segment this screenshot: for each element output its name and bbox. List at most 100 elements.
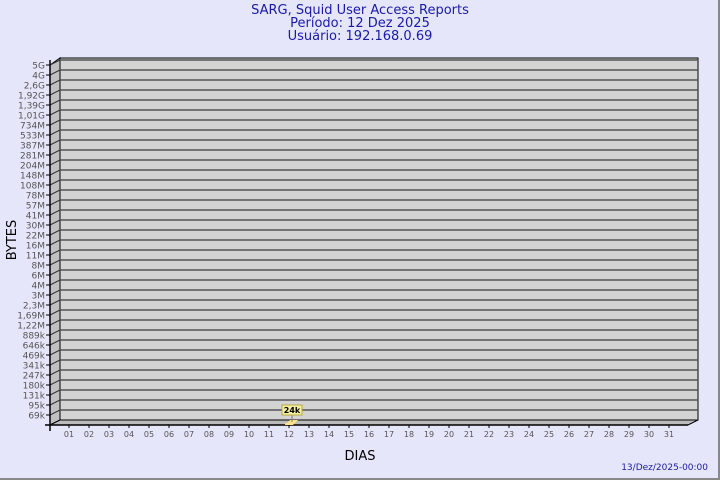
x-tick-label: 13 bbox=[304, 430, 314, 439]
x-tick-label: 15 bbox=[344, 430, 354, 439]
y-tick-label: 131k bbox=[23, 392, 46, 402]
y-tick-label: 734M bbox=[20, 122, 45, 132]
grid-diagonal bbox=[49, 99, 61, 106]
grid-diagonal bbox=[49, 399, 61, 406]
bar-face bbox=[285, 423, 293, 425]
chart-user: Usuário: 192.168.0.69 bbox=[287, 29, 433, 44]
grid-diagonal bbox=[49, 219, 61, 226]
y-tick-label: 247k bbox=[23, 372, 46, 382]
grid-diagonal bbox=[49, 259, 61, 266]
grid-diagonal bbox=[49, 349, 61, 356]
y-tick-label: 95k bbox=[28, 402, 45, 412]
y-tick-label: 41M bbox=[26, 212, 45, 222]
y-tick-label: 180k bbox=[23, 382, 46, 392]
x-tick-label: 08 bbox=[204, 430, 214, 439]
x-tick-label: 12 bbox=[284, 430, 294, 439]
grid-diagonal bbox=[49, 69, 61, 76]
grid-diagonal bbox=[49, 329, 61, 336]
grid-diagonal bbox=[49, 59, 61, 66]
x-tick-label: 14 bbox=[324, 430, 334, 439]
grid-diagonal bbox=[49, 289, 61, 296]
x-tick-label: 24 bbox=[524, 430, 534, 439]
grid-diagonal bbox=[49, 89, 61, 96]
chart-period: Período: 12 Dez 2025 bbox=[290, 16, 430, 31]
y-tick-label: 4M bbox=[32, 282, 46, 292]
chart-title: SARG, Squid User Access Reports bbox=[251, 3, 469, 18]
grid-diagonal bbox=[49, 169, 61, 176]
grid-diagonal bbox=[49, 79, 61, 86]
x-tick-label: 30 bbox=[644, 430, 654, 439]
x-tick-label: 04 bbox=[124, 430, 134, 439]
grid-diagonal bbox=[49, 389, 61, 396]
x-tick-label: 06 bbox=[164, 430, 174, 439]
y-tick-label: 4G bbox=[32, 72, 45, 82]
x-tick-label: 05 bbox=[144, 430, 154, 439]
x-tick-label: 01 bbox=[64, 430, 74, 439]
bar-value-label: 24k bbox=[284, 406, 301, 415]
x-tick-label: 09 bbox=[224, 430, 234, 439]
x-tick-label: 23 bbox=[504, 430, 514, 439]
grid-diagonal bbox=[49, 159, 61, 166]
x-tick-label: 10 bbox=[244, 430, 254, 439]
y-tick-label: 341k bbox=[23, 362, 46, 372]
y-tick-label: 533M bbox=[20, 132, 45, 142]
x-tick-label: 29 bbox=[624, 430, 634, 439]
grid-diagonal bbox=[49, 359, 61, 366]
y-tick-label: 387M bbox=[20, 142, 45, 152]
x-tick-label: 28 bbox=[604, 430, 614, 439]
x-tick-label: 19 bbox=[424, 430, 434, 439]
x-tick-label: 22 bbox=[484, 430, 494, 439]
x-tick-label: 25 bbox=[544, 430, 554, 439]
y-tick-label: 1,22M bbox=[17, 322, 45, 332]
y-tick-label: 5G bbox=[32, 62, 45, 72]
x-axis-label: DIAS bbox=[345, 449, 376, 464]
y-tick-label: 281M bbox=[20, 152, 45, 162]
y-tick-label: 1,69M bbox=[17, 312, 45, 322]
grid-diagonal bbox=[49, 269, 61, 276]
footer-timestamp: 13/Dez/2025-00:00 bbox=[621, 463, 708, 473]
y-tick-label: 108M bbox=[20, 182, 45, 192]
grid-diagonal bbox=[49, 299, 61, 306]
y-tick-label: 8M bbox=[32, 262, 46, 272]
x-tick-label: 31 bbox=[664, 430, 674, 439]
y-tick-label: 11M bbox=[26, 252, 45, 262]
y-tick-label: 78M bbox=[26, 192, 45, 202]
y-tick-label: 16M bbox=[26, 242, 45, 252]
y-tick-label: 1,92G bbox=[18, 92, 45, 102]
x-tick-label: 11 bbox=[264, 430, 274, 439]
grid-diagonal bbox=[49, 109, 61, 116]
x-tick-label: 18 bbox=[404, 430, 414, 439]
x-tick-label: 03 bbox=[104, 430, 114, 439]
grid-diagonal bbox=[49, 239, 61, 246]
grid-diagonal bbox=[49, 309, 61, 316]
y-tick-label: 2,6G bbox=[24, 82, 45, 92]
grid-diagonal bbox=[49, 149, 61, 156]
x-tick-label: 27 bbox=[584, 430, 594, 439]
y-tick-label: 646k bbox=[23, 342, 46, 352]
grid-diagonal bbox=[49, 119, 61, 126]
x-tick-label: 07 bbox=[184, 430, 194, 439]
grid-diagonal bbox=[49, 179, 61, 186]
x-tick-label: 02 bbox=[84, 430, 94, 439]
y-tick-label: 2,3M bbox=[23, 302, 45, 312]
bar-label-box bbox=[281, 404, 303, 416]
x-tick-label: 17 bbox=[384, 430, 394, 439]
plot-area bbox=[59, 57, 699, 421]
grid-diagonal bbox=[49, 319, 61, 326]
grid-diagonal bbox=[49, 369, 61, 376]
y-tick-label: 6M bbox=[32, 272, 46, 282]
grid-diagonal bbox=[49, 339, 61, 346]
y-tick-label: 204M bbox=[20, 162, 45, 172]
x-tick-label: 26 bbox=[564, 430, 574, 439]
grid-diagonal bbox=[49, 209, 61, 216]
y-tick-label: 1,01G bbox=[18, 112, 45, 122]
grid-diagonal bbox=[49, 409, 61, 416]
grid-diagonal bbox=[49, 189, 61, 196]
x-tick-label: 21 bbox=[464, 430, 474, 439]
x-tick-label: 20 bbox=[444, 430, 454, 439]
grid-diagonal bbox=[49, 199, 61, 206]
y-tick-label: 57M bbox=[26, 202, 45, 212]
grid-diagonal bbox=[49, 249, 61, 256]
